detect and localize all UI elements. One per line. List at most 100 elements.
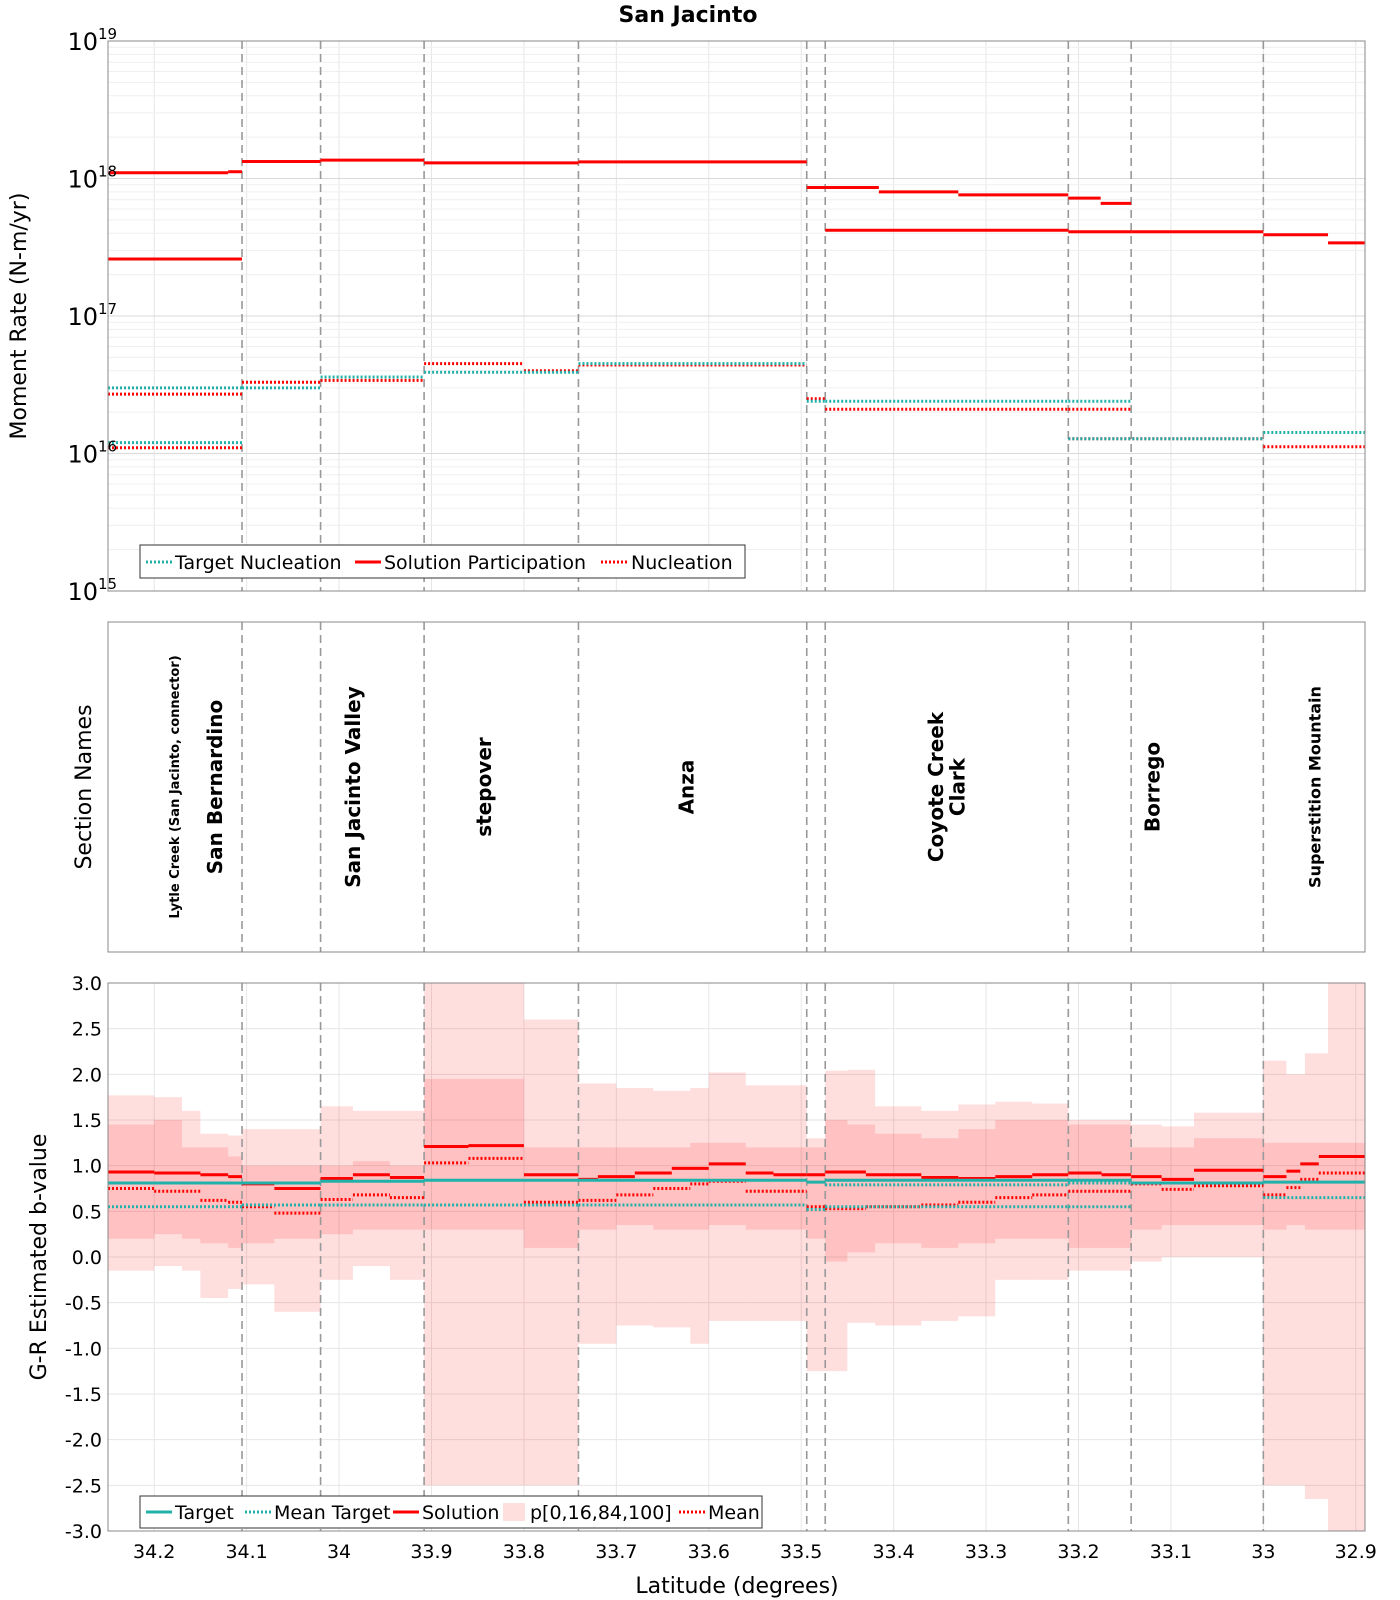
chart-title: San Jacinto (619, 3, 758, 28)
legend-label-mean: Mean (708, 1502, 760, 1524)
x-tick-label: 34 (327, 1541, 351, 1563)
series-solution (108, 1144, 1365, 1190)
band-p0-p100 (708, 1072, 746, 1321)
band-p16-p84 (352, 1161, 390, 1230)
band-p0-p100 (958, 1104, 996, 1317)
band-p16-p84 (578, 1147, 617, 1230)
section-name-anza: Anza (675, 760, 699, 815)
legend-label-nucleation: Nucleation (631, 552, 733, 574)
band-p0-p100 (921, 1110, 959, 1321)
band-p0-p100 (1032, 1103, 1069, 1280)
section-name-coyote-creek: Coyote Creek (924, 711, 948, 862)
x-tick-label: 33.3 (965, 1541, 1007, 1563)
band-p0-p100 (825, 1070, 848, 1372)
band-p16-p84 (1286, 1142, 1305, 1226)
band-p0-p100 (1328, 983, 1365, 1531)
band-p0-p100 (523, 1019, 579, 1486)
moment-y-tick-base: 10 (67, 441, 98, 469)
b-value-percentile-bands (108, 983, 1365, 1531)
x-tick-label: 32.9 (1335, 1541, 1377, 1563)
sections-y-axis-label: Section Names (72, 704, 97, 869)
band-p0-p100 (320, 1106, 353, 1280)
band-p0-p100 (1068, 1120, 1132, 1271)
b-value-legend: Target Mean Target Solution p[0,16,84,10… (139, 1495, 763, 1529)
band-p16-p84 (921, 1138, 959, 1248)
band-p0-p100 (875, 1106, 922, 1326)
legend-swatch-percentiles (503, 1503, 525, 1521)
band-p0-p100 (995, 1101, 1033, 1280)
legend-label-mean-target: Mean Target (274, 1502, 391, 1524)
section-labels: Lytle Creek (San Jacinto, connector) San … (168, 655, 1325, 918)
b-value-y-tick-label: 1.5 (72, 1110, 102, 1132)
b-value-y-tick-label: -0.5 (65, 1293, 102, 1315)
x-tick-label: 33.9 (410, 1541, 452, 1563)
band-p16-p84 (708, 1142, 746, 1226)
moment-y-tick-base: 10 (67, 303, 98, 331)
band-p16-p84 (745, 1147, 807, 1230)
b-value-y-tick-label: -2.0 (65, 1430, 102, 1452)
x-tick-label: 33.2 (1057, 1541, 1099, 1563)
moment-y-axis-label: Moment Rate (N-m/yr) (7, 193, 32, 440)
moment-y-tick: 10 16 (67, 438, 117, 469)
band-p16-p84 (806, 1147, 826, 1239)
b-value-section-boundaries (241, 983, 1265, 1531)
b-value-y-tick-label: -3.0 (65, 1521, 102, 1543)
x-tick-label: 33.6 (688, 1541, 730, 1563)
b-value-y-ticks: 3.0 2.5 2.0 1.5 1.0 0.5 0.0 -0.5 -1.0 -1.5 -2.0 -2.… (65, 973, 102, 1543)
band-p16-p84 (424, 1078, 524, 1230)
section-boundaries (241, 622, 1265, 952)
band-p16-p84 (690, 1142, 709, 1230)
b-value-series (108, 1144, 1365, 1215)
band-p0-p100 (1304, 1053, 1329, 1500)
moment-legend-box (139, 544, 746, 579)
section-name-borrego: Borrego (1140, 742, 1164, 832)
band-p16-p84 (653, 1147, 691, 1230)
moment-series (108, 158, 1365, 450)
x-tick-label: 33.8 (503, 1541, 545, 1563)
band-p0-p100 (690, 1088, 709, 1344)
band-p0-p100 (1161, 1126, 1195, 1257)
legend-label-percentiles: p[0,16,84,100] (530, 1502, 672, 1524)
series-target (108, 1178, 1365, 1185)
band-p16-p84 (616, 1147, 654, 1226)
band-p16-p84 (274, 1165, 321, 1239)
band-p16-p84 (1161, 1147, 1195, 1226)
moment-section-boundaries (241, 41, 1265, 591)
band-p0-p100 (424, 983, 524, 1486)
b-value-y-tick-label: 2.0 (72, 1064, 102, 1086)
b-value-y-tick-label: 0.5 (72, 1201, 102, 1223)
band-p16-p84 (1263, 1142, 1287, 1230)
x-tick-label: 33 (1251, 1541, 1275, 1563)
section-name-superstition-mountain: Superstition Mountain (1306, 686, 1325, 888)
band-p16-p84 (825, 1120, 848, 1262)
band-p16-p84 (154, 1120, 182, 1235)
band-p0-p100 (806, 1138, 826, 1372)
section-name-lytle-creek-san-jacinto-connector: Lytle Creek (San Jacinto, connector) (168, 655, 183, 918)
legend-label-target: Target (174, 1502, 234, 1524)
series-mean-target (108, 1181, 1365, 1212)
band-p0-p100 (616, 1088, 654, 1326)
x-tick-label: 33.4 (872, 1541, 914, 1563)
moment-y-tick-exponent: 16 (98, 438, 117, 456)
band-p0-p100 (653, 1090, 691, 1328)
band-p0-p100 (847, 1069, 876, 1323)
band-p16-p84 (200, 1147, 229, 1244)
section-name-clark: Clark (945, 757, 969, 816)
moment-y-tick: 10 19 (67, 25, 117, 56)
b-value-y-tick-label: 1.0 (72, 1156, 102, 1178)
moment-legend: Target Nucleation Solution Participation… (139, 544, 746, 579)
moment-y-tick: 10 18 (67, 163, 117, 194)
band-p16-p84 (847, 1124, 876, 1253)
legend-label-target-nucleation: Target Nucleation (174, 552, 342, 574)
x-tick-label: 33.1 (1150, 1541, 1192, 1563)
moment-y-tick-base: 10 (67, 28, 98, 56)
band-p16-p84 (1131, 1147, 1162, 1230)
x-tick-label: 33.7 (595, 1541, 637, 1563)
band-p0-p100 (578, 1083, 617, 1344)
b-value-y-tick-label: -1.0 (65, 1338, 102, 1360)
legend-label-solution: Solution (422, 1502, 499, 1524)
series-target-nucleation (108, 362, 1365, 445)
moment-y-tick-exponent: 19 (98, 25, 117, 43)
b-value-y-axis-label: G-R Estimated b-value (27, 1134, 52, 1381)
